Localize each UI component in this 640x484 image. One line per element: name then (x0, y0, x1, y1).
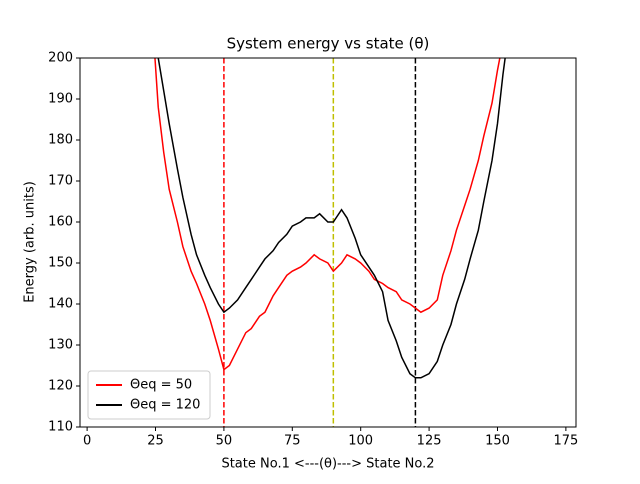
y-tick-label: 200 (48, 51, 73, 66)
line-series (154, 58, 501, 371)
y-tick-label: 120 (48, 379, 73, 394)
x-tick-label: 125 (417, 434, 442, 449)
x-tick-label: 150 (485, 434, 510, 449)
y-tick-label: 150 (48, 256, 73, 271)
y-axis-label: Energy (arb. units) (23, 181, 38, 303)
x-tick-label: 50 (216, 434, 233, 449)
legend-label: Θeq = 50 (130, 378, 192, 393)
y-tick-label: 170 (48, 174, 73, 189)
legend-label: Θeq = 120 (130, 398, 200, 413)
y-tick-label: 190 (48, 92, 73, 107)
x-tick-label: 100 (348, 434, 373, 449)
x-tick-label: 0 (83, 434, 91, 449)
y-tick-label: 110 (48, 420, 73, 435)
legend-box (87, 370, 211, 420)
x-tick-label: 75 (284, 434, 301, 449)
plot-frame (79, 57, 577, 428)
chart-title: System energy vs state (θ) (227, 35, 430, 53)
y-tick-label: 160 (48, 215, 73, 230)
line-series (157, 58, 506, 379)
y-tick-label: 140 (48, 297, 73, 312)
x-axis-label: State No.1 <---(θ)---> State No.2 (221, 457, 434, 472)
x-tick-label: 25 (147, 434, 164, 449)
y-tick-label: 180 (48, 133, 73, 148)
y-tick-label: 130 (48, 338, 73, 353)
x-tick-label: 175 (553, 434, 578, 449)
